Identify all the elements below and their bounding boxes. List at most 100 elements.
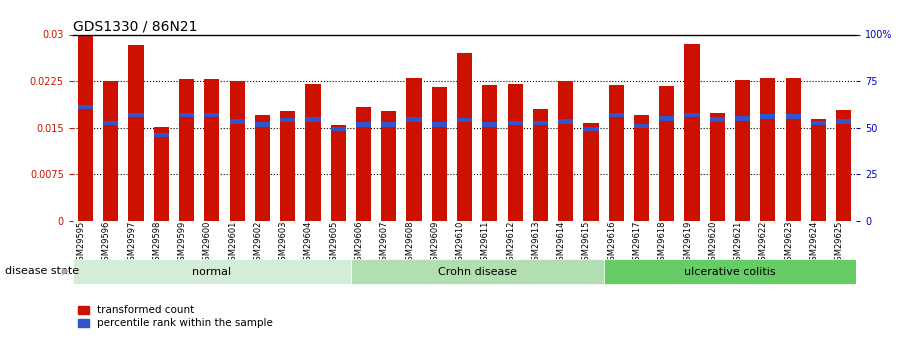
Text: GSM29617: GSM29617 [632, 221, 641, 266]
Bar [103, 120, 118, 125]
Bar [204, 79, 220, 221]
Text: GSM29609: GSM29609 [430, 221, 439, 266]
Text: GSM29607: GSM29607 [380, 221, 389, 266]
Text: normal: normal [192, 267, 231, 277]
Bar [331, 125, 346, 221]
Text: Crohn disease: Crohn disease [438, 267, 517, 277]
Bar [381, 122, 396, 127]
Bar [533, 120, 548, 125]
Bar [634, 124, 650, 128]
Bar [305, 84, 321, 221]
Bar [507, 84, 523, 221]
Bar [230, 81, 245, 221]
Text: GSM29600: GSM29600 [203, 221, 212, 266]
Text: GSM29608: GSM29608 [405, 221, 415, 266]
Bar [204, 113, 220, 117]
Bar [432, 122, 447, 127]
Bar [684, 44, 700, 221]
Bar [761, 114, 775, 119]
Bar [533, 109, 548, 221]
Text: GSM29615: GSM29615 [582, 221, 591, 266]
Text: GSM29603: GSM29603 [279, 221, 288, 266]
Bar [811, 119, 826, 221]
Text: GSM29625: GSM29625 [834, 221, 844, 266]
Bar [78, 35, 93, 221]
Bar [432, 87, 447, 221]
Bar [735, 80, 750, 221]
Bar [785, 114, 801, 119]
Bar [154, 133, 169, 137]
Text: GSM29602: GSM29602 [253, 221, 262, 266]
Text: GSM29601: GSM29601 [228, 221, 237, 266]
Bar [609, 113, 624, 117]
Bar [761, 78, 775, 221]
Bar [128, 45, 144, 221]
Text: GSM29624: GSM29624 [810, 221, 818, 266]
Bar [356, 107, 371, 221]
Bar [457, 53, 472, 221]
Text: GSM29614: GSM29614 [557, 221, 566, 266]
Bar [660, 86, 674, 221]
Bar [280, 111, 295, 221]
Text: GSM29621: GSM29621 [733, 221, 742, 266]
Bar [103, 81, 118, 221]
Bar [836, 119, 851, 124]
Text: GSM29597: GSM29597 [127, 221, 136, 266]
Text: GSM29622: GSM29622 [759, 221, 768, 266]
Text: ▶: ▶ [62, 266, 69, 276]
FancyBboxPatch shape [351, 259, 604, 284]
Text: GSM29610: GSM29610 [456, 221, 465, 266]
Bar [684, 113, 700, 117]
Text: ulcerative colitis: ulcerative colitis [684, 267, 776, 277]
Bar [128, 113, 144, 117]
Text: GSM29616: GSM29616 [608, 221, 616, 266]
Bar [609, 86, 624, 221]
Text: GDS1330 / 86N21: GDS1330 / 86N21 [73, 19, 198, 33]
Bar [381, 111, 396, 221]
Bar [179, 113, 194, 117]
Text: GSM29596: GSM29596 [102, 221, 111, 266]
Text: GSM29598: GSM29598 [152, 221, 161, 266]
Bar [457, 118, 472, 122]
Text: GSM29599: GSM29599 [178, 221, 187, 266]
Bar [230, 119, 245, 124]
Bar [406, 78, 422, 221]
Legend: transformed count, percentile rank within the sample: transformed count, percentile rank withi… [78, 305, 272, 328]
Bar [710, 113, 725, 221]
Text: GSM29613: GSM29613 [531, 221, 540, 266]
Bar [634, 115, 650, 221]
FancyBboxPatch shape [604, 259, 856, 284]
Bar [179, 79, 194, 221]
Bar [406, 117, 422, 122]
Bar [482, 85, 497, 221]
Bar [710, 117, 725, 122]
Bar [558, 81, 573, 221]
Bar [78, 105, 93, 109]
Text: GSM29620: GSM29620 [709, 221, 717, 266]
Bar [836, 110, 851, 221]
Text: GSM29604: GSM29604 [304, 221, 313, 266]
Bar [507, 120, 523, 125]
Bar [331, 127, 346, 131]
Text: disease state: disease state [5, 266, 78, 276]
Text: GSM29595: GSM29595 [77, 221, 86, 266]
Text: GSM29618: GSM29618 [658, 221, 667, 266]
Bar [583, 127, 599, 131]
Bar [660, 116, 674, 120]
Bar [558, 119, 573, 124]
Bar [583, 123, 599, 221]
Bar [255, 122, 270, 127]
Text: GSM29606: GSM29606 [354, 221, 363, 266]
Bar [305, 117, 321, 122]
Text: GSM29611: GSM29611 [481, 221, 490, 266]
Bar [356, 122, 371, 127]
Text: GSM29619: GSM29619 [683, 221, 692, 266]
FancyBboxPatch shape [73, 259, 351, 284]
Text: GSM29623: GSM29623 [784, 221, 793, 266]
Text: GSM29605: GSM29605 [329, 221, 338, 266]
Bar [255, 115, 270, 221]
Bar [735, 116, 750, 120]
Bar [280, 118, 295, 122]
Text: GSM29612: GSM29612 [507, 221, 515, 266]
Bar [811, 120, 826, 125]
